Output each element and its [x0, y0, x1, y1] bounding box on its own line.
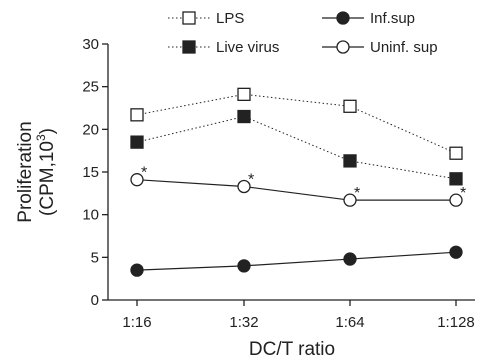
x-tick-label: 1:64: [335, 314, 364, 331]
significance-marker: *: [354, 185, 360, 202]
y-tick-label: 25: [82, 79, 99, 96]
y-tick-label: 30: [82, 36, 99, 53]
significance-marker: *: [460, 185, 466, 202]
data-point: [237, 259, 251, 273]
legend-item-lps: LPS: [168, 10, 244, 27]
legend-marker: [336, 40, 350, 54]
y-axis-title-line1: Proliferation: [15, 121, 36, 222]
data-point: [343, 99, 357, 113]
data-point: [343, 252, 357, 266]
data-point: [237, 179, 251, 194]
data-point: [449, 146, 463, 160]
data-point: [343, 193, 357, 207]
data-point: [130, 108, 144, 122]
series-uninf-sup: * * * *: [130, 165, 466, 207]
data-point: [449, 193, 463, 207]
legend-item-uninf-sup: Uninf. sup: [322, 39, 438, 56]
series-line: [136, 93, 457, 154]
y-tick-label: 15: [82, 164, 99, 181]
legend-marker: [182, 40, 196, 54]
x-tick-label: 1:32: [229, 314, 258, 331]
data-point: [130, 135, 144, 149]
legend-item-live-virus: Live virus: [168, 39, 279, 56]
series-line: [136, 116, 457, 180]
y-tick-label: 5: [91, 249, 99, 266]
x-axis: 1:16 1:32 1:64 1:128: [108, 299, 475, 331]
data-point: [449, 172, 463, 186]
series-lps: [130, 87, 463, 160]
plot-area: * * * *: [130, 87, 466, 277]
y-axis-title-line2: (CPM,103): [34, 128, 58, 216]
legend-item-inf-sup: Inf.sup: [322, 10, 415, 27]
x-tick-label: 1:128: [437, 314, 475, 331]
series-live-virus: [130, 109, 463, 186]
series-line: [136, 179, 456, 201]
y-axis: 0 5 10 15 20 25 30: [82, 36, 109, 309]
legend-marker: [182, 11, 196, 25]
data-point: [130, 173, 144, 187]
data-point: [237, 109, 251, 124]
y-axis-title-unit-exponent: 3: [34, 134, 48, 141]
significance-marker: *: [141, 165, 147, 182]
legend-marker: [336, 11, 350, 25]
y-tick-label: 10: [82, 207, 99, 224]
significance-marker: *: [248, 172, 254, 189]
data-point: [237, 87, 251, 101]
data-point: [130, 263, 144, 277]
legend: LPS Live virus Inf.sup Uninf. sup: [168, 10, 438, 56]
series-inf-sup: [130, 245, 463, 277]
data-point: [343, 154, 357, 168]
y-axis-title-unit-prefix: (CPM,10: [37, 141, 58, 216]
y-axis-title: Proliferation (CPM,103): [15, 121, 58, 222]
x-axis-title: DC/T ratio: [249, 339, 335, 360]
x-tick-label: 1:16: [122, 314, 151, 331]
y-tick-label: 20: [82, 121, 99, 138]
legend-label: LPS: [216, 10, 244, 27]
y-axis-title-unit-suffix: ): [37, 128, 58, 134]
y-tick-label: 0: [91, 292, 99, 309]
series-line: [136, 251, 457, 271]
legend-label: Live virus: [216, 39, 279, 56]
data-point: [449, 245, 463, 259]
legend-label: Uninf. sup: [370, 39, 438, 56]
legend-label: Inf.sup: [370, 10, 415, 27]
